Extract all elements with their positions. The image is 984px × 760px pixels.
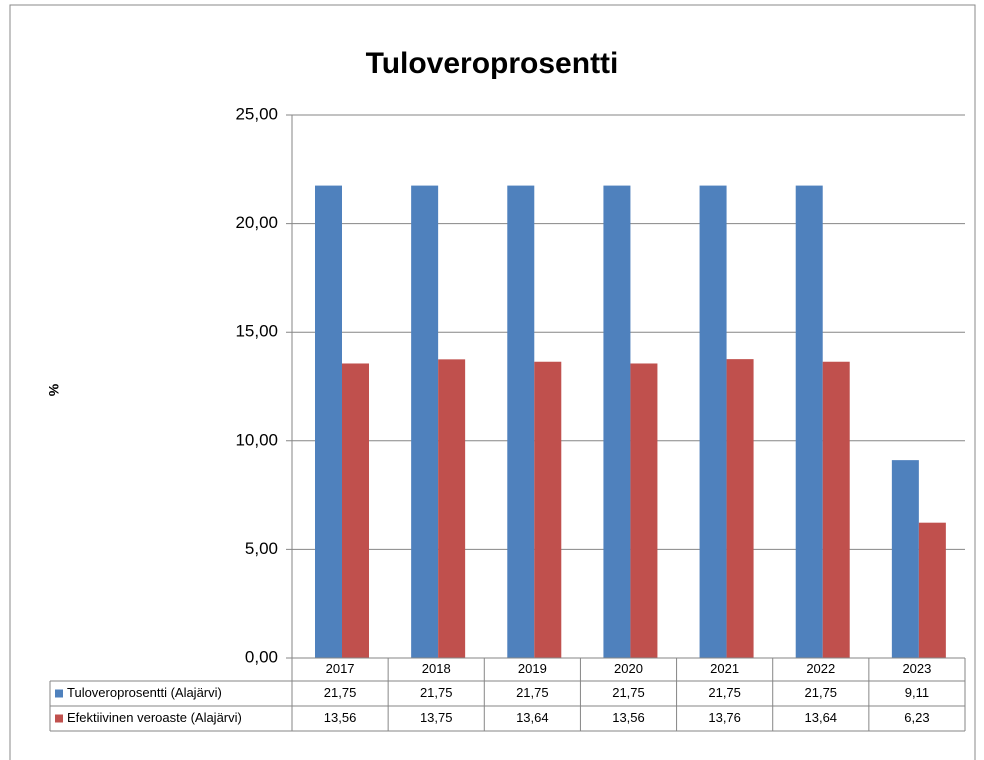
table-value: 21,75 (612, 685, 645, 700)
x-tick-label: 2018 (422, 661, 451, 676)
table-value: 13,75 (420, 710, 453, 725)
bar (507, 185, 535, 658)
table-value: 13,76 (708, 710, 741, 725)
table-value: 21,75 (324, 685, 357, 700)
bar (918, 522, 946, 658)
table-value: 13,64 (805, 710, 838, 725)
y-tick-label: 15,00 (235, 322, 278, 341)
bar (891, 460, 919, 658)
bar (603, 185, 631, 658)
x-tick-label: 2020 (614, 661, 643, 676)
chart-title: Tuloveroprosentti (366, 47, 619, 80)
y-tick-label: 10,00 (235, 430, 278, 449)
table-value: 9,11 (905, 685, 929, 700)
table-value: 13,64 (516, 710, 549, 725)
bar (795, 185, 823, 658)
bar (726, 359, 754, 658)
table-value: 21,75 (516, 685, 549, 700)
bar (630, 363, 658, 658)
x-tick-label: 2021 (710, 661, 739, 676)
table-value: 21,75 (420, 685, 453, 700)
legend-label: Tuloveroprosentti (Alajärvi) (67, 685, 222, 700)
bar (699, 185, 727, 658)
table-value: 13,56 (612, 710, 645, 725)
legend-key (55, 714, 63, 723)
bar (822, 361, 850, 658)
legend-label: Efektiivinen veroaste (Alajärvi) (67, 710, 242, 725)
bar (315, 185, 342, 658)
x-tick-label: 2023 (902, 661, 931, 676)
table-value: 21,75 (708, 685, 741, 700)
y-tick-label: 0,00 (245, 647, 278, 666)
y-tick-label: 5,00 (245, 539, 278, 558)
bar (534, 361, 562, 658)
y-tick-label: 25,00 (235, 104, 278, 123)
x-tick-label: 2022 (806, 661, 835, 676)
table-value: 6,23 (904, 710, 929, 725)
y-axis-label: % (46, 383, 62, 396)
bar (342, 363, 369, 658)
bar (411, 185, 439, 658)
x-tick-label: 2017 (326, 661, 355, 676)
table-value: 21,75 (805, 685, 838, 700)
legend-key (55, 689, 63, 698)
bar (438, 359, 466, 658)
y-tick-label: 20,00 (235, 213, 278, 232)
x-tick-label: 2019 (518, 661, 547, 676)
table-value: 13,56 (324, 710, 357, 725)
